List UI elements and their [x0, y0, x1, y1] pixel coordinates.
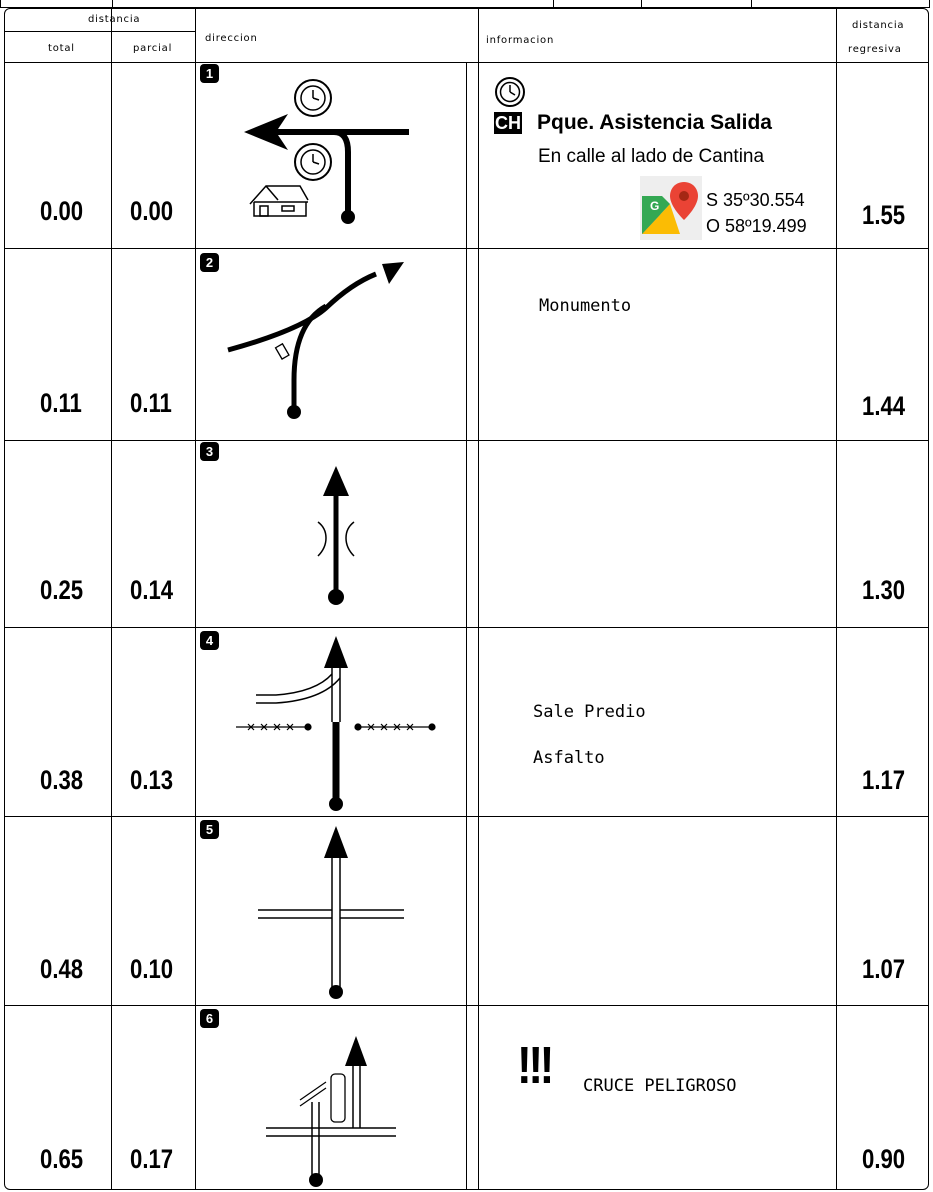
step-number-badge: 5 — [200, 820, 219, 839]
step-number-badge: 1 — [200, 64, 219, 83]
distance-parcial: 0.14 — [130, 575, 174, 605]
step-number-badge: 4 — [200, 631, 219, 650]
clock-icon — [495, 77, 525, 107]
header-regresiva: regresiva — [848, 44, 902, 55]
info-sale-predio: Sale Predio — [533, 702, 646, 722]
tulip-step-1 — [244, 79, 409, 224]
tulip-step-2 — [227, 262, 404, 419]
clock-icon — [294, 143, 332, 181]
distance-total: 0.25 — [40, 575, 84, 605]
distance-total: 0.48 — [40, 954, 84, 984]
distance-total: 0.00 — [40, 196, 84, 226]
distance-regresiva: 1.55 — [862, 200, 906, 230]
distance-parcial: 0.11 — [130, 388, 172, 418]
row-separator — [4, 248, 929, 249]
col-line-total — [111, 8, 112, 1190]
ch-badge: CH — [494, 112, 522, 134]
tulip-diagrams — [227, 79, 436, 1187]
header-total: total — [48, 43, 75, 54]
header-parcial: parcial — [133, 43, 173, 54]
distance-regresiva: 1.07 — [862, 954, 906, 984]
header-distancia-regresiva: distancia — [852, 20, 905, 31]
header-distancia: distancia — [88, 14, 141, 25]
google-maps-icon: G — [640, 176, 702, 240]
header-subline — [4, 31, 195, 32]
info-cruce-peligroso: CRUCE PELIGROSO — [583, 1076, 737, 1096]
distance-parcial: 0.17 — [130, 1144, 174, 1174]
row-separator — [4, 627, 929, 628]
top-strip — [0, 0, 930, 8]
row-separator — [4, 1005, 929, 1006]
col-line-direccion-inner — [466, 62, 467, 1190]
svg-text:G: G — [650, 199, 659, 213]
info-subtitle: En calle al lado de Cantina — [538, 146, 765, 167]
distance-parcial: 0.00 — [130, 196, 174, 226]
step-number-badge: 6 — [200, 1009, 219, 1028]
fence-icon — [236, 723, 436, 731]
distance-regresiva: 1.44 — [862, 391, 906, 421]
step-number-badge: 2 — [200, 253, 219, 272]
tulip-step-5 — [258, 826, 404, 999]
header-informacion: informacion — [486, 35, 555, 46]
distance-regresiva: 1.17 — [862, 765, 906, 795]
col-line-parcial — [195, 8, 196, 1190]
gps-latitude: S 35º30.554 — [706, 190, 805, 210]
vehicle-icon — [330, 1073, 346, 1123]
tulip-step-6 — [266, 1036, 396, 1187]
distance-total: 0.65 — [40, 1144, 84, 1174]
info-monumento: Monumento — [539, 296, 632, 316]
step-number-badge: 3 — [200, 442, 219, 461]
distance-regresiva: 0.90 — [862, 1144, 906, 1174]
row-separator — [4, 816, 929, 817]
tulip-step-4 — [236, 636, 436, 811]
clock-icon — [294, 79, 332, 117]
distance-parcial: 0.10 — [130, 954, 174, 984]
info-asfalto: Asfalto — [533, 748, 605, 768]
distance-total: 0.38 — [40, 765, 84, 795]
header-direccion: direccion — [205, 33, 258, 44]
monument-icon — [274, 342, 290, 360]
distance-total: 0.11 — [40, 388, 82, 418]
house-icon — [249, 185, 309, 217]
row-separator — [4, 440, 929, 441]
distance-regresiva: 1.30 — [862, 575, 906, 605]
col-line-informacion — [836, 8, 837, 1190]
info-title: Pque. Asistencia Salida — [537, 111, 772, 134]
tulip-step-3 — [317, 466, 355, 605]
danger-exclamation-icon: !!! — [517, 1037, 554, 1095]
col-line-direccion — [478, 8, 479, 1190]
header-line — [4, 62, 929, 63]
distance-parcial: 0.13 — [130, 765, 174, 795]
gps-longitude: O 58º19.499 — [706, 216, 807, 236]
